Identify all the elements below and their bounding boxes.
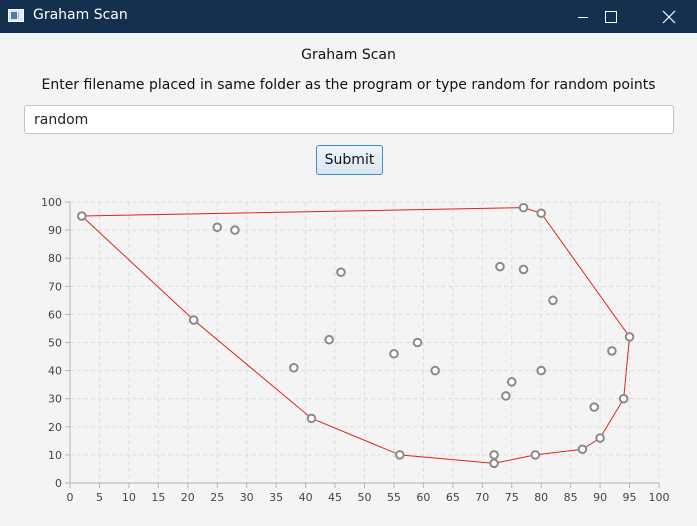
data-point (389, 348, 399, 359)
minimize-icon (578, 16, 588, 18)
x-tick-label: 90 (593, 491, 607, 504)
data-point (289, 362, 299, 373)
y-tick-label: 100 (41, 196, 62, 209)
data-point (624, 332, 635, 342)
y-tick-label: 10 (48, 449, 62, 462)
data-point (607, 346, 617, 356)
x-tick-label: 35 (269, 491, 283, 504)
x-tick-label: 85 (564, 491, 578, 504)
y-tick-label: 80 (48, 252, 62, 265)
x-tick-label: 100 (649, 491, 670, 504)
data-point (230, 225, 240, 235)
close-button[interactable] (646, 0, 692, 33)
minimize-button[interactable] (560, 0, 606, 33)
data-point (530, 450, 541, 460)
data-point (212, 222, 223, 233)
data-point (495, 261, 505, 272)
x-tick-label: 0 (67, 491, 74, 504)
data-point (536, 208, 547, 219)
x-tick-label: 50 (358, 491, 372, 504)
data-point (589, 402, 600, 412)
filename-prompt: Enter filename placed in same folder as … (41, 77, 656, 93)
y-tick-label: 0 (55, 477, 62, 490)
x-tick-label: 25 (210, 491, 224, 504)
y-tick-label: 30 (48, 393, 62, 406)
x-tick-label: 20 (181, 491, 195, 504)
data-point (306, 413, 317, 424)
x-tick-label: 55 (387, 491, 401, 504)
x-tick-label: 70 (475, 491, 489, 504)
x-tick-label: 45 (328, 491, 342, 504)
y-tick-label: 20 (48, 421, 62, 434)
x-tick-label: 65 (446, 491, 460, 504)
maximize-button[interactable] (588, 0, 634, 33)
title-bar: Graham Scan (0, 0, 697, 33)
window-title: Graham Scan (33, 7, 128, 23)
y-tick-label: 40 (48, 365, 62, 378)
data-point (324, 334, 334, 345)
convex-hull-line (81, 207, 631, 464)
x-tick-label: 5 (96, 491, 103, 504)
data-point (595, 433, 605, 443)
data-point (548, 295, 558, 306)
x-tick-label: 75 (505, 491, 519, 504)
y-tick-label: 70 (48, 280, 62, 293)
data-point (536, 365, 547, 376)
data-point (489, 450, 499, 460)
data-point (489, 458, 499, 469)
y-tick-label: 60 (48, 308, 62, 321)
submit-button[interactable]: Submit (316, 145, 383, 175)
data-point (501, 391, 511, 401)
x-tick-label: 10 (122, 491, 136, 504)
filename-input[interactable] (24, 105, 674, 134)
data-point (506, 377, 517, 387)
data-point (577, 444, 588, 455)
x-tick-label: 30 (240, 491, 254, 504)
data-point (518, 202, 529, 213)
x-tick-label: 95 (623, 491, 637, 504)
x-tick-label: 40 (299, 491, 313, 504)
data-point (430, 365, 440, 376)
data-point (618, 393, 629, 404)
data-point (336, 267, 346, 278)
data-point (518, 264, 529, 275)
data-point (188, 315, 199, 325)
y-tick-label: 50 (48, 337, 62, 350)
data-point (76, 211, 87, 221)
data-point (395, 450, 405, 460)
scatter-chart: 0 5 10 15 20 25 30 35 40 45 50 55 60 65 70 75 80 85 90 95 10… (41, 196, 670, 504)
window-app-icon (8, 9, 24, 22)
data-point (412, 337, 423, 348)
close-icon (662, 10, 676, 23)
x-tick-label: 15 (151, 491, 165, 504)
maximize-icon (605, 10, 617, 23)
y-tick-label: 90 (48, 224, 62, 237)
app-heading: Graham Scan (301, 47, 396, 63)
x-tick-label: 60 (416, 491, 430, 504)
x-tick-label: 80 (534, 491, 548, 504)
